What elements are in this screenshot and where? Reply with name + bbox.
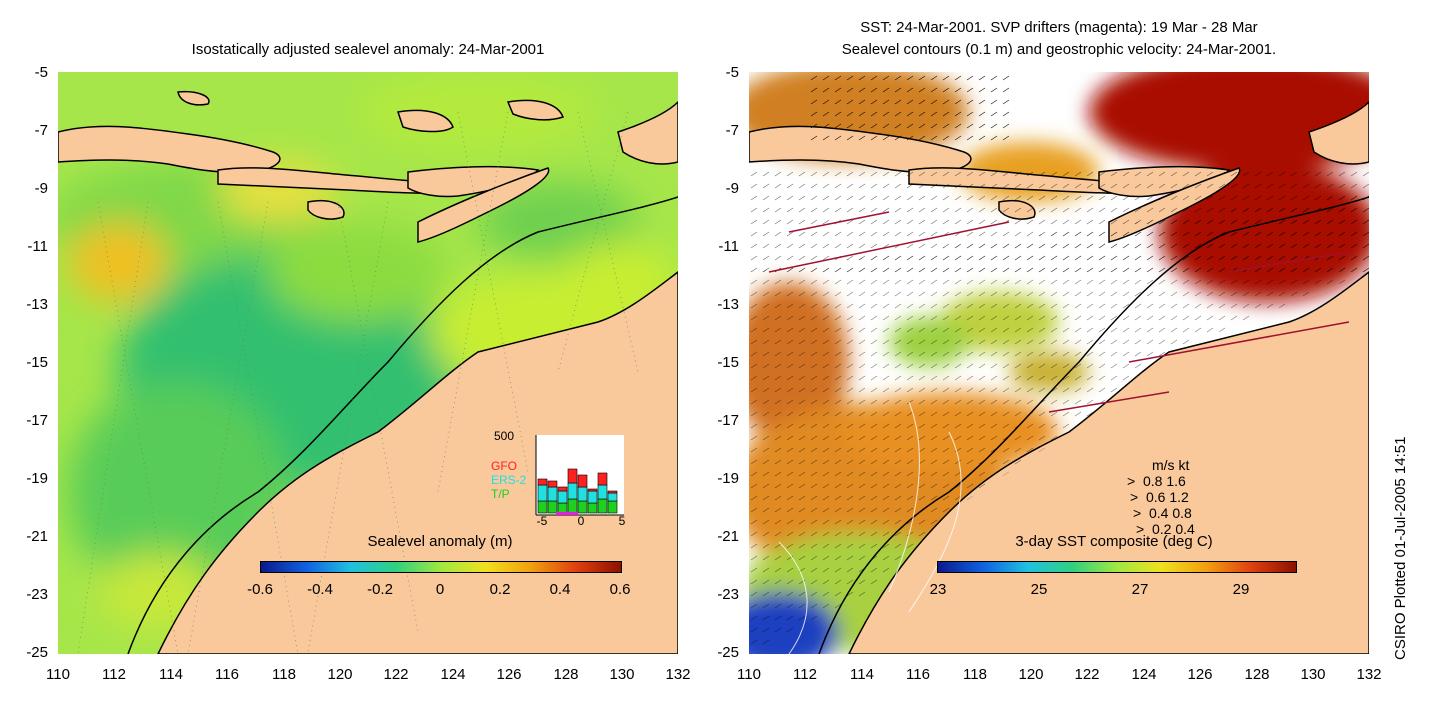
left-x-tick: 124 (440, 666, 466, 683)
right-y-tick: -19 (717, 470, 739, 487)
right-x-tick: 120 (1018, 666, 1044, 683)
left-x-tick: 114 (159, 666, 183, 683)
left-x-tick: 122 (383, 666, 409, 683)
left-x-tick: 110 (46, 666, 70, 683)
velocity-key-row: > 0.4 0.8 (1133, 505, 1192, 521)
sealevel-colorbar (260, 561, 622, 573)
right-x-tick: 118 (963, 666, 987, 683)
velocity-key-row: > 0.8 1.6 (1127, 473, 1186, 489)
inset-legend-gfo: GFO (491, 459, 517, 473)
left-y-tick: -5 (34, 64, 48, 81)
left-x-tick: 116 (215, 666, 239, 683)
right-x-tick: 130 (1300, 666, 1326, 683)
right-x-tick: 112 (793, 666, 817, 683)
satellite-tracks (77, 111, 639, 654)
right-y-tick: -9 (725, 180, 739, 197)
shelf-contour (127, 196, 678, 654)
sealevel-colorbar-tick: -0.4 (307, 581, 333, 598)
right-x-tick: 128 (1244, 666, 1270, 683)
left-x-tick: 126 (496, 666, 522, 683)
inset-bars (535, 435, 624, 516)
right-x-tick: 124 (1131, 666, 1157, 683)
left-y-tick: -7 (34, 122, 48, 139)
sealevel-colorbar-tick: -0.2 (367, 581, 393, 598)
inset-ymax-label: 500 (494, 429, 515, 443)
left-x-tick: 132 (665, 666, 691, 683)
left-panel-title: Isostatically adjusted sealevel anomaly:… (191, 41, 545, 58)
left-y-tick: -17 (26, 412, 48, 429)
right-y-tick: -21 (717, 528, 739, 545)
sealevel-colorbar-tick: 0.2 (489, 581, 511, 598)
right-x-tick: 114 (850, 666, 874, 683)
right-y-tick: -17 (717, 412, 739, 429)
sealevel-colorbar-label: Sealevel anomaly (m) (367, 533, 513, 550)
sealevel-contours (778, 401, 962, 654)
velocity-key-row: > 0.6 1.2 (1130, 489, 1189, 505)
velocity-key-row: > 0.2 0.4 (1136, 521, 1195, 537)
left-y-tick: -11 (27, 238, 48, 255)
left-y-tick: -25 (26, 644, 48, 661)
right-x-tick: 110 (737, 666, 761, 683)
right-y-tick: -13 (717, 296, 739, 313)
inset-x-tick: 5 (618, 514, 626, 528)
right-y-tick: -7 (725, 122, 739, 139)
sst-colorbar-tick: 23 (929, 581, 947, 598)
velocity-key-header: m/s kt (1152, 457, 1190, 473)
geostrophic-velocity-arrows (749, 72, 1369, 654)
left-y-tick: -9 (34, 180, 48, 197)
sst-colorbar-tick: 25 (1030, 581, 1048, 598)
left-y-tick: -15 (26, 354, 48, 371)
sst-colorbar-tick: 27 (1131, 581, 1149, 598)
right-x-tick: 126 (1187, 666, 1213, 683)
drifter-tracks (768, 211, 1350, 413)
right-y-tick: -25 (717, 644, 739, 661)
right-y-tick: -15 (717, 354, 739, 371)
sst-velocity-map (749, 72, 1369, 654)
left-x-tick: 118 (272, 666, 296, 683)
left-x-tick: 130 (609, 666, 635, 683)
sst-colorbar (937, 561, 1297, 573)
left-y-tick: -21 (26, 528, 48, 545)
plot-credit: CSIRO Plotted 01-Jul-2005 14:51 (1392, 436, 1409, 660)
left-x-tick: 128 (553, 666, 579, 683)
sst-velocity-plot (749, 72, 1369, 654)
left-x-tick: 112 (102, 666, 126, 683)
sealevel-colorbar-tick: -0.6 (247, 581, 273, 598)
right-x-tick: 116 (906, 666, 930, 683)
sealevel-colorbar-tick: 0 (435, 581, 445, 598)
right-x-tick: 132 (1356, 666, 1382, 683)
left-y-tick: -19 (26, 470, 48, 487)
left-y-tick: -13 (26, 296, 48, 313)
sst-colorbar-tick: 29 (1232, 581, 1250, 598)
sealevel-anomaly-map (58, 72, 678, 654)
inset-legend-ers2: ERS-2 (491, 473, 527, 487)
sealevel-anomaly-plot (58, 72, 678, 654)
sealevel-colorbar-tick: 0.4 (549, 581, 571, 598)
right-x-tick: 122 (1074, 666, 1100, 683)
inset-x-tick: 0 (577, 514, 585, 528)
left-x-tick: 120 (327, 666, 353, 683)
sst-colorbar-label: 3-day SST composite (deg C) (1015, 533, 1213, 550)
land-masses (58, 90, 678, 654)
left-y-tick: -23 (26, 586, 48, 603)
inset-x-tick: -5 (536, 514, 548, 528)
right-y-tick: -11 (718, 238, 739, 255)
sealevel-colorbar-tick: 0.6 (609, 581, 631, 598)
right-y-tick: -23 (717, 586, 739, 603)
inset-legend-tp: T/P (491, 487, 510, 501)
right-panel-title-line1: SST: 24-Mar-2001. SVP drifters (magenta)… (860, 19, 1258, 36)
right-y-tick: -5 (725, 64, 739, 81)
right-panel-title-line2: Sealevel contours (0.1 m) and geostrophi… (841, 41, 1277, 58)
